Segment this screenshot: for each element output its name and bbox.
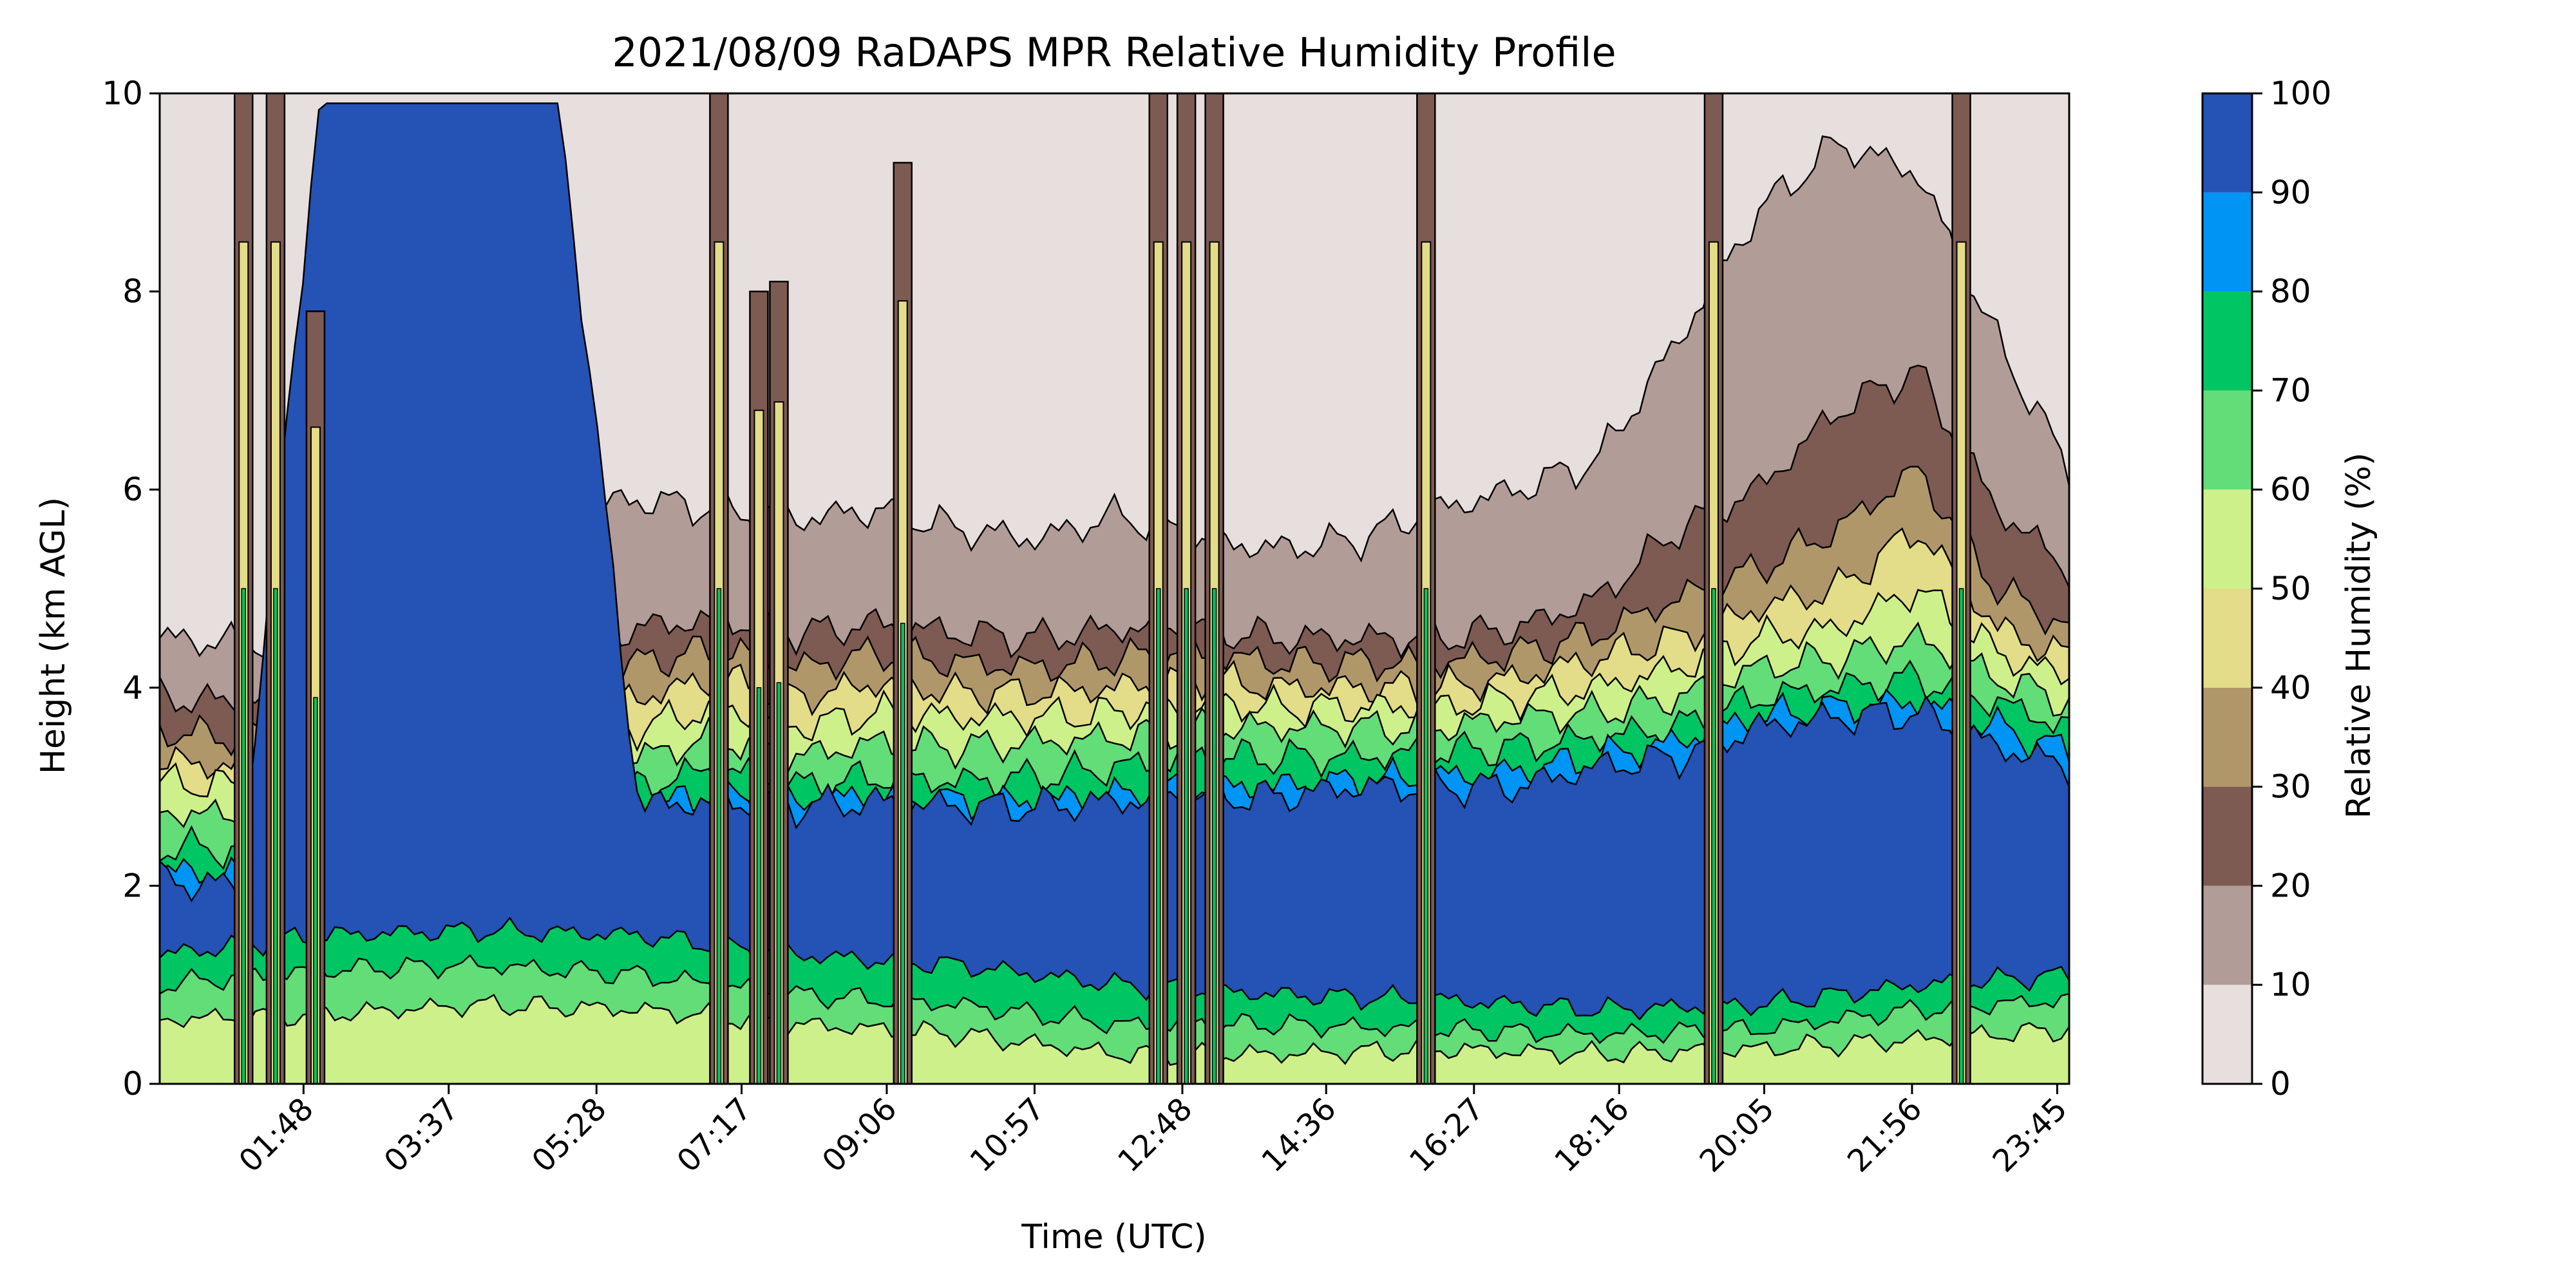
colorbar-tick-label: 0 (2270, 1065, 2291, 1103)
y-tick-label: 8 (122, 273, 143, 310)
colorbar-tick-label: 100 (2270, 75, 2331, 112)
plot-area (158, 92, 2070, 1085)
y-tick-label: 0 (122, 1065, 143, 1103)
rain-spike-core (716, 588, 722, 1084)
colorbar-segment (2202, 786, 2252, 886)
colorbar-tick-label: 30 (2270, 768, 2311, 806)
x-tick-label: 10:57 (963, 1091, 1052, 1179)
rain-spike-core (1184, 588, 1189, 1084)
x-tick-label: 14:36 (1255, 1091, 1343, 1179)
rain-spike-core (776, 682, 782, 1084)
y-tick-label: 6 (122, 471, 143, 508)
rain-spike-core (1155, 588, 1161, 1084)
colorbar-tick-label: 70 (2270, 372, 2311, 409)
contour-band-90-100 (160, 102, 2069, 1084)
x-tick-label: 07:17 (670, 1091, 759, 1179)
colorbar-tick-label: 10 (2270, 966, 2311, 1003)
colorbar-segment (2202, 489, 2252, 589)
colorbar-tick-label: 60 (2270, 471, 2311, 508)
rain-spike-core (273, 588, 278, 1084)
x-axis-label: Time (UTC) (1021, 1218, 1206, 1256)
y-axis-label: Height (km AGL) (34, 497, 73, 774)
colorbar-tick-label: 90 (2270, 174, 2311, 211)
colorbar-segment (2202, 93, 2252, 193)
rain-spike-core (756, 687, 762, 1084)
rain-spike-core (1958, 588, 1964, 1084)
x-tick-label: 20:05 (1693, 1091, 1781, 1179)
x-tick-label: 05:28 (525, 1091, 613, 1179)
colorbar-tick-label: 40 (2270, 669, 2311, 706)
colorbar-segment (2202, 985, 2252, 1084)
y-tick-label: 10 (102, 75, 143, 112)
x-tick-label: 03:37 (377, 1091, 466, 1179)
x-tick-label: 18:16 (1548, 1091, 1636, 1179)
boundary-layer-band-0 (160, 994, 2069, 1084)
rain-spike-core (241, 588, 247, 1084)
rain-spike-core (1423, 588, 1429, 1084)
y-axis-ticks: 0 2 4 6 8 10 (102, 75, 160, 1103)
contour-field (160, 93, 2069, 1084)
colorbar-segment (2202, 390, 2252, 490)
x-tick-label: 21:56 (1841, 1091, 1929, 1179)
colorbar-segment (2202, 589, 2252, 688)
x-axis-ticks: 01:48 03:37 05:28 07:17 09:06 10:57 12:48 14:36… (232, 1084, 2074, 1179)
rain-spike-core (313, 697, 318, 1084)
rain-spike-core (900, 623, 905, 1084)
rain-spike-core (1211, 588, 1217, 1084)
plot-frame (158, 92, 2070, 1085)
colorbar-segment (2202, 192, 2252, 292)
x-tick-label: 23:45 (1985, 1091, 2074, 1179)
y-tick-label: 4 (122, 669, 143, 706)
x-tick-label: 01:48 (232, 1091, 320, 1179)
colorbar-tick-label: 20 (2270, 867, 2311, 904)
colorbar-label: Relative Humidity (%) (2340, 453, 2378, 819)
colorbar: 0 10 20 30 40 50 60 70 80 90 100 (2201, 75, 2331, 1103)
chart-title: 2021/08/09 RaDAPS MPR Relative Humidity … (612, 29, 1616, 76)
colorbar-tick-label: 80 (2270, 273, 2311, 310)
x-tick-label: 09:06 (815, 1091, 904, 1179)
colorbar-tick-label: 50 (2270, 570, 2311, 607)
colorbar-segment (2202, 886, 2252, 985)
x-tick-label: 16:27 (1403, 1091, 1491, 1179)
y-tick-label: 2 (122, 867, 143, 904)
colorbar-segment (2202, 687, 2252, 787)
colorbar-segment (2202, 291, 2252, 391)
x-tick-label: 12:48 (1111, 1091, 1199, 1179)
rain-spike-core (1711, 588, 1716, 1084)
